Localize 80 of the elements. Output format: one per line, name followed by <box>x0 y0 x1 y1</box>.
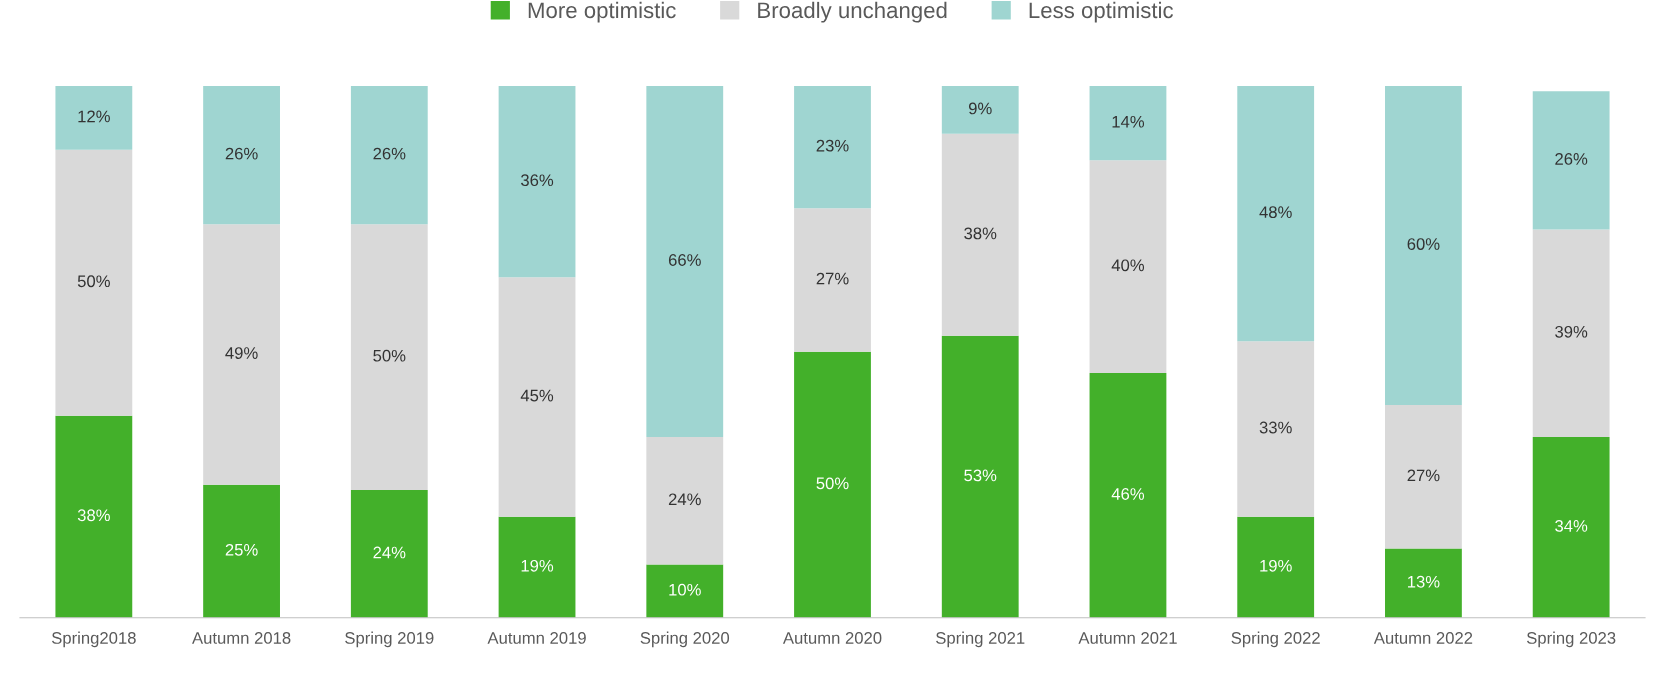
bar <box>1237 85 1315 342</box>
data-label: 26% <box>1555 153 1588 165</box>
bar <box>55 149 133 416</box>
bar <box>941 85 1019 134</box>
bar <box>55 415 133 618</box>
bar <box>203 85 280 225</box>
bar <box>1532 229 1610 437</box>
data-label: 50% <box>816 477 849 490</box>
bar <box>1089 373 1167 618</box>
x-tick-label: Spring2018 <box>51 631 136 648</box>
bar <box>1385 405 1462 549</box>
bar <box>350 224 428 491</box>
data-label: 48% <box>1259 206 1292 219</box>
data-label: 36% <box>521 174 554 187</box>
data-label: 19% <box>521 559 554 572</box>
data-label: 50% <box>77 275 110 288</box>
data-label: 38% <box>77 509 110 522</box>
data-label: 49% <box>225 347 258 359</box>
data-label: 26% <box>373 147 406 160</box>
data-label: 19% <box>1260 559 1292 572</box>
bar <box>1385 548 1462 618</box>
data-label: 23% <box>816 139 849 152</box>
x-tick-label: Spring 2022 <box>1231 631 1320 648</box>
legend-label: Less optimistic <box>1029 1 1173 23</box>
bar <box>794 85 871 209</box>
bar <box>498 85 576 278</box>
bar <box>1532 436 1610 618</box>
bar <box>350 85 428 225</box>
data-label: 10% <box>669 583 701 596</box>
data-label: 33% <box>1259 421 1292 434</box>
x-tick-label: Spring 2019 <box>345 631 434 648</box>
bar <box>498 516 576 618</box>
bar <box>55 85 133 150</box>
bar <box>498 277 576 517</box>
data-label: 12% <box>78 110 110 123</box>
data-label: 46% <box>1111 488 1145 500</box>
data-label: 13% <box>1408 575 1440 588</box>
x-tick-label: Autumn 2018 <box>192 632 291 644</box>
bar <box>203 484 280 618</box>
legend-label: Broadly unchanged <box>758 1 947 23</box>
bar <box>1089 85 1167 161</box>
x-tick-label: Spring 2021 <box>936 631 1025 648</box>
x-tick-label: Spring 2020 <box>640 631 730 648</box>
x-tick-label: Autumn 2019 <box>487 632 586 644</box>
bar <box>646 436 724 565</box>
data-label: 45% <box>520 389 554 402</box>
data-label: 60% <box>1407 238 1440 250</box>
data-label: 9% <box>968 102 992 115</box>
x-tick-label: Spring 2023 <box>1526 631 1616 648</box>
bar <box>203 224 280 485</box>
data-label: 40% <box>1111 259 1145 272</box>
data-label: 14% <box>1112 115 1145 128</box>
bar <box>1089 160 1167 374</box>
bar <box>350 490 428 618</box>
data-label: 24% <box>373 546 406 559</box>
bar <box>1237 516 1315 618</box>
data-label: 25% <box>225 543 258 556</box>
bar <box>794 208 871 352</box>
x-tick-label: Autumn 2021 <box>1078 632 1177 644</box>
bar <box>646 564 724 618</box>
bar <box>1532 91 1610 230</box>
x-tick-label: Autumn 2020 <box>782 632 882 644</box>
data-label: 27% <box>1407 469 1440 482</box>
data-label: 26% <box>225 147 258 160</box>
x-tick-label: Autumn 2022 <box>1373 632 1473 644</box>
bar <box>646 85 724 437</box>
bar <box>1385 85 1462 406</box>
data-label: 66% <box>668 254 701 266</box>
data-label: 38% <box>964 227 997 240</box>
data-label: 50% <box>373 349 406 362</box>
data-label: 27% <box>816 272 849 285</box>
legend-label: More optimistic <box>528 1 676 23</box>
data-label: 39% <box>1555 325 1588 338</box>
bar <box>941 133 1019 336</box>
bar <box>941 335 1019 618</box>
bar <box>794 351 871 618</box>
bar <box>1237 341 1315 517</box>
data-label: 24% <box>668 493 701 506</box>
data-label: 53% <box>964 469 997 482</box>
data-label: 34% <box>1555 519 1588 532</box>
